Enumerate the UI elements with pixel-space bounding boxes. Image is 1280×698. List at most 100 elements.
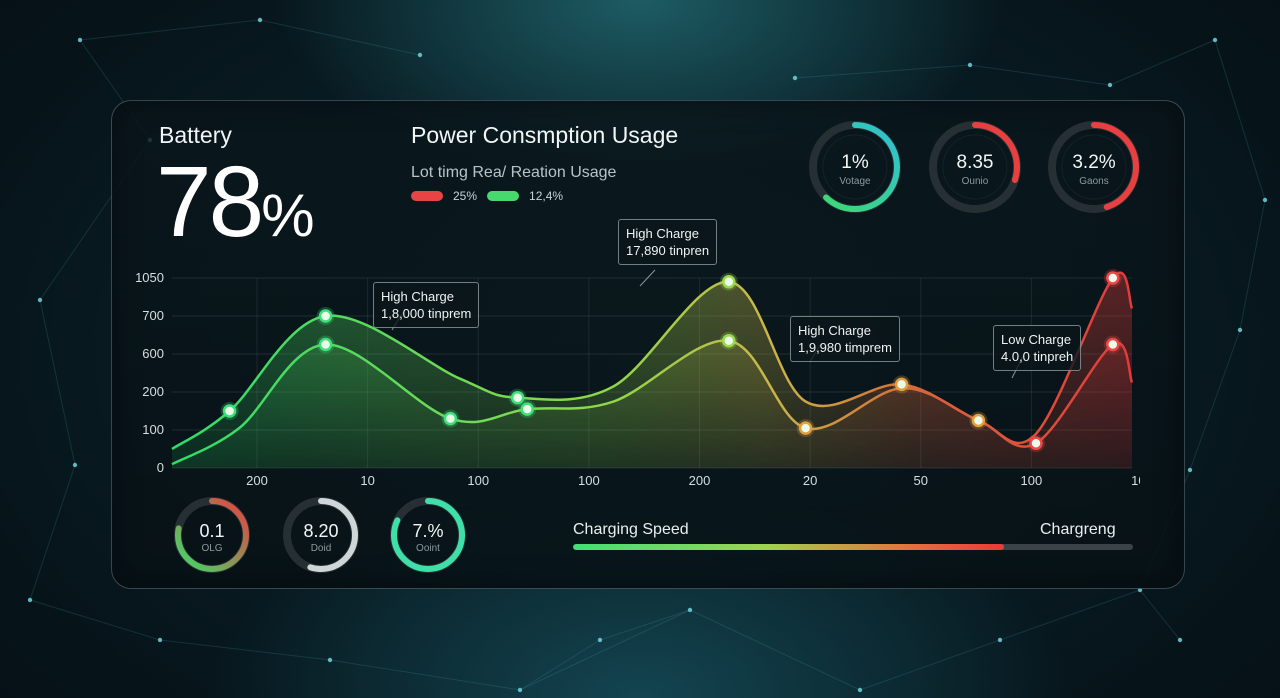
gauge-current-ring [929,121,1021,213]
network-line-17 [969,64,1111,86]
charging-speed-fill [573,544,1005,550]
gauge-olg-label: OLG [201,543,223,554]
data-point-1[interactable] [316,307,335,325]
network-line-14 [1239,199,1266,331]
y-tick-0: 1050 [135,270,164,285]
gauge-voltage[interactable]: 1% Votage [806,118,904,216]
callout-2-detail: 1,8,000 tinprem [381,306,472,321]
gauge-inner-ring [942,134,1008,200]
legend-label-red: 25% [453,189,478,203]
data-point-5[interactable] [1103,269,1122,287]
network-line-6 [329,659,521,691]
gauge-gains-value: 3.2% [1072,152,1116,173]
network-node-16 [967,62,973,68]
battery-value: 78% [156,152,315,266]
data-point-13[interactable] [1103,335,1122,354]
network-line-5 [159,639,331,661]
y-tick-3: 200 [142,384,164,399]
battery-label: Battery [159,122,232,148]
callout-4-detail: 4.0,0 tinpreh [1001,349,1074,364]
network-node-12 [1187,467,1193,473]
legend-swatch-green [487,191,520,201]
charging-speed-right-label: Chargreng [1040,521,1116,538]
x-tick-3: 100 [578,473,600,488]
gauge-voltage-label: Votage [839,176,871,187]
y-tick-5: 0 [157,460,164,475]
data-point-11[interactable] [969,411,988,430]
gauge-doid-ring [283,497,359,573]
x-tick-8: 100 [1131,473,1140,488]
data-point-12[interactable] [1027,434,1045,453]
power-usage-chart[interactable]: 1050 700 600 200 100 0 200 10 100 100 200 20 50 100 10… [120,210,1140,490]
data-point-0[interactable] [220,402,239,420]
callout-3-detail: 1,9,980 timprem [798,340,892,355]
x-tick-1: 10 [360,473,374,488]
network-line-3 [29,464,76,601]
gauge-olg[interactable]: 0.1 OLG [171,494,253,576]
network-node-22 [597,637,603,643]
y-tick-1: 700 [142,308,164,323]
gauge-doid-label: Doid [310,543,332,554]
data-point-2[interactable] [508,388,527,407]
network-node-19 [257,17,263,23]
callout-3-title: High Charge [798,323,871,338]
gauge-current-value: 8.35 [956,152,994,173]
callout-pointer-0 [639,269,656,287]
charging-speed-label: Charging Speed [573,521,689,538]
network-node-2 [37,297,43,303]
gauge-arc [810,122,900,212]
gauge-doid[interactable]: 8.20 Doid [280,494,362,576]
x-tick-5: 20 [803,473,817,488]
gauge-gains-ring [1048,121,1140,213]
chart-legend: 25% 12,4% [411,189,563,203]
network-node-10 [997,637,1003,643]
network-node-9 [857,687,863,693]
data-point-4[interactable] [892,375,911,394]
callout-high-charge-3: High Charge 1,9,980 timprem [790,316,900,362]
network-line-10 [999,589,1141,641]
battery-number: 78 [156,146,264,258]
callout-4-title: Low Charge [1001,332,1072,347]
network-line-22 [519,639,601,691]
data-point-9[interactable] [719,331,738,350]
network-node-13 [1237,327,1243,333]
network-node-4 [27,597,33,603]
gauge-ooint[interactable]: 7.% Ooint [387,494,469,576]
callout-high-charge-2: High Charge 1,8,000 tinprem [373,282,480,328]
x-tick-2: 100 [467,473,489,488]
data-point-8[interactable] [518,400,537,419]
gauge-inner-ring [1061,134,1127,200]
charging-speed-bar[interactable] [573,544,1133,550]
x-tick-0: 200 [246,473,268,488]
network-node-8 [687,607,693,613]
gauge-gains[interactable]: 3.2% Gaons [1045,118,1143,216]
gauge-ooint-ring [390,497,466,573]
network-line-19 [259,19,421,56]
network-node-15 [1107,82,1113,88]
gauge-olg-ring [174,497,250,573]
network-node-14 [1212,37,1218,43]
data-point-6[interactable] [316,335,335,354]
callout-1-title: High Charge [626,226,699,241]
gauge-current[interactable]: 8.35 Ounio [926,118,1024,216]
network-line-16 [1109,39,1216,86]
gauge-ooint-label: Ooint [416,543,440,554]
data-point-3[interactable] [719,272,738,291]
legend-swatch-red [411,191,443,201]
legend-label-green: 12,4% [529,189,564,203]
gauge-current-label: Ounio [961,176,989,187]
callout-1-detail: 17,890 tinpren [626,243,710,258]
network-node-21 [1177,637,1183,643]
data-point-7[interactable] [441,409,460,428]
network-node-7 [517,687,523,693]
gauge-inner-ring [822,134,888,200]
network-node-17 [792,75,798,81]
network-line-18 [794,64,971,79]
gauge-gains-label: Gaons [1079,176,1109,187]
network-line-2 [39,299,76,466]
chart-subtitle: Lot timg Rea/ Reation Usage [411,164,617,181]
gauge-arc [930,122,1020,212]
callout-2-title: High Charge [381,289,454,304]
data-point-10[interactable] [796,419,815,438]
network-node-5 [157,637,163,643]
